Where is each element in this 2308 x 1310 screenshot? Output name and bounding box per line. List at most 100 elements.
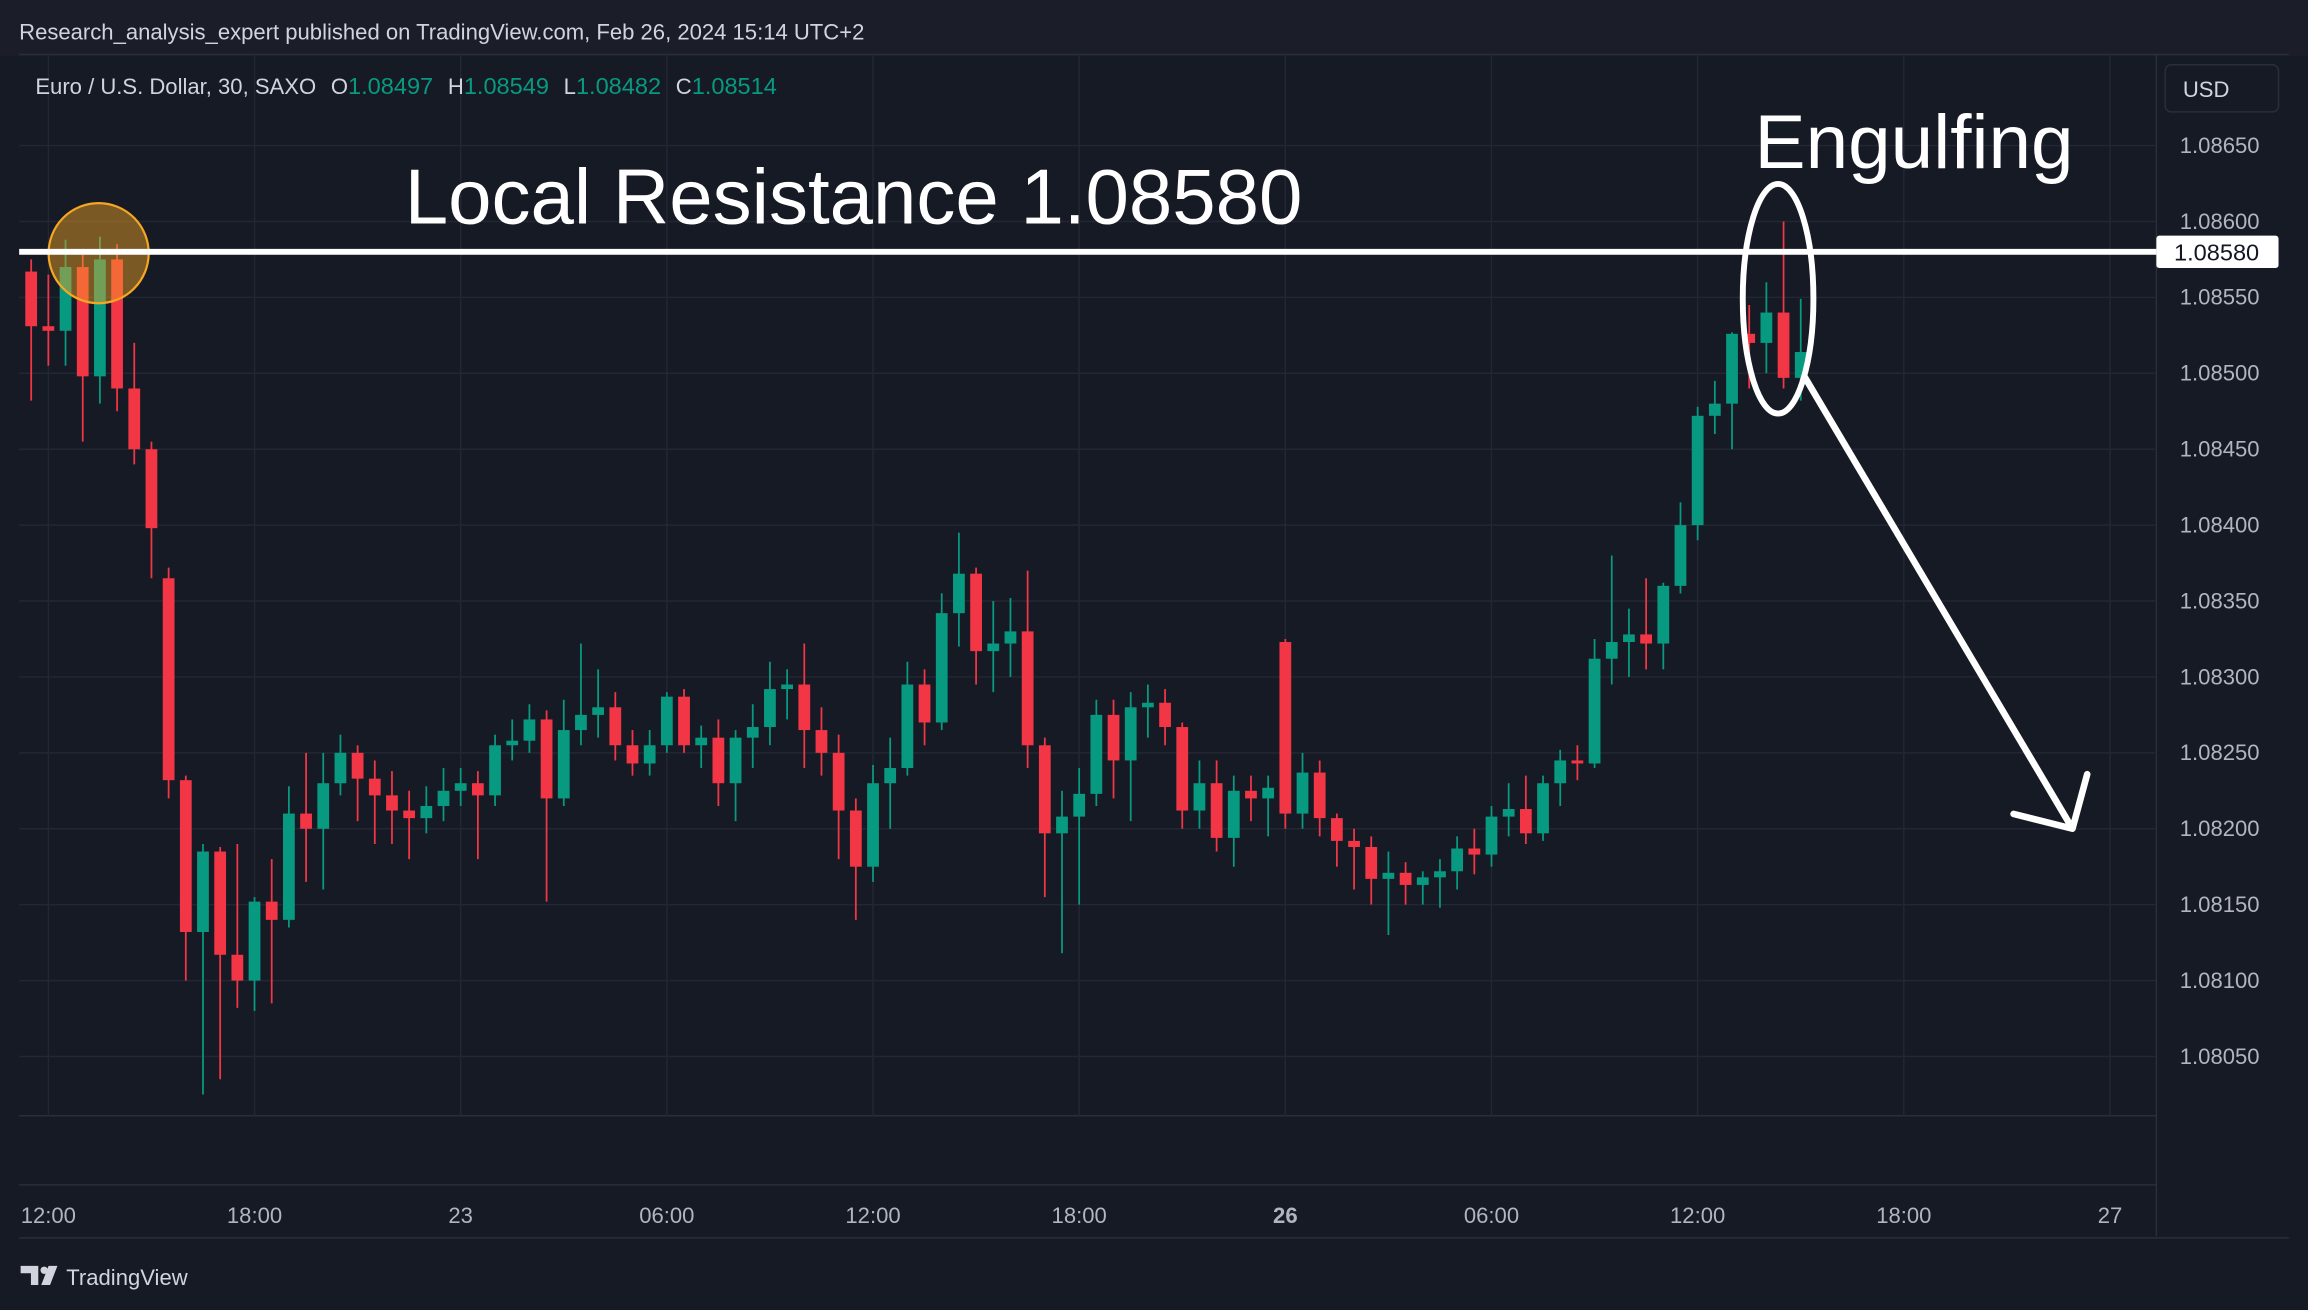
candle-body bbox=[678, 696, 690, 746]
ohlc-value: 1.08482 bbox=[576, 73, 661, 99]
ohlc-value: 1.08514 bbox=[692, 73, 777, 99]
logo bbox=[20, 1265, 58, 1285]
candle-body bbox=[1021, 631, 1034, 746]
y-tick-label: 1.08400 bbox=[2180, 512, 2260, 537]
candle-body bbox=[1159, 702, 1171, 728]
candle-body bbox=[1468, 848, 1481, 855]
candle-body bbox=[1073, 793, 1086, 817]
candle-body bbox=[1537, 783, 1549, 834]
x-tick-label: 12:00 bbox=[845, 1203, 900, 1228]
candle-body bbox=[1485, 816, 1498, 855]
candle-body bbox=[25, 271, 38, 327]
candle-body bbox=[1399, 872, 1412, 885]
y-tick-label: 1.08600 bbox=[2180, 209, 2260, 234]
candle-body bbox=[1674, 525, 1687, 586]
currency-box bbox=[2164, 64, 2280, 113]
candle-body bbox=[1691, 415, 1704, 526]
candle-body bbox=[953, 573, 965, 614]
candle-body bbox=[557, 730, 570, 799]
y-tick-label: 1.08650 bbox=[2180, 133, 2260, 158]
candle-body bbox=[420, 805, 433, 819]
logo-dot bbox=[40, 1266, 48, 1274]
candle-body bbox=[867, 783, 879, 867]
resistance-price-label: 1.08580 bbox=[2174, 240, 2259, 266]
x-tick-label: 23 bbox=[448, 1203, 473, 1228]
candle-body bbox=[368, 778, 381, 796]
candles bbox=[25, 221, 1807, 1095]
candle-body bbox=[214, 851, 227, 955]
candle-body bbox=[660, 696, 673, 746]
candle-body bbox=[1262, 787, 1275, 799]
candle-body bbox=[1004, 631, 1017, 644]
candle-body bbox=[506, 740, 519, 746]
candle-body bbox=[729, 737, 742, 784]
grid bbox=[19, 54, 2157, 1116]
candle-body bbox=[1313, 772, 1326, 819]
engulfing-ellipse bbox=[1739, 181, 1817, 417]
candle-body bbox=[1434, 871, 1446, 878]
candle-body bbox=[1777, 312, 1790, 378]
ohlc-key: H bbox=[448, 74, 464, 99]
candle-body bbox=[317, 783, 330, 829]
candle-body bbox=[489, 745, 501, 796]
candle-body bbox=[231, 954, 244, 981]
candle-body bbox=[1623, 634, 1635, 643]
candle-body bbox=[386, 795, 398, 811]
candle-body bbox=[1279, 642, 1292, 814]
ohlc-value: 1.08497 bbox=[348, 73, 433, 99]
candle-body bbox=[1760, 312, 1773, 343]
candle-body bbox=[1519, 809, 1532, 834]
candle-body bbox=[1554, 760, 1567, 784]
ohlc-key: O bbox=[331, 74, 348, 99]
candle-body bbox=[781, 684, 793, 690]
candle-body bbox=[1227, 790, 1240, 838]
candle-body bbox=[1726, 333, 1738, 404]
candle-body bbox=[884, 768, 897, 784]
candle-body bbox=[1124, 707, 1137, 761]
candle-body bbox=[1640, 634, 1653, 644]
annotation: Engulfing bbox=[1755, 100, 2074, 185]
candle-body bbox=[1365, 846, 1378, 879]
candle-body bbox=[179, 780, 192, 933]
y-tick-label: 1.08100 bbox=[2180, 968, 2260, 993]
candle-body bbox=[351, 752, 364, 779]
candle-body bbox=[540, 719, 553, 799]
candle-body bbox=[128, 388, 141, 450]
candle-body bbox=[471, 783, 484, 796]
x-tick-label: 06:00 bbox=[639, 1203, 694, 1228]
candle-body bbox=[1348, 840, 1360, 847]
candle-body bbox=[1296, 772, 1309, 814]
y-tick-label: 1.08350 bbox=[2180, 588, 2260, 613]
x-tick-label: 18:00 bbox=[1876, 1203, 1931, 1228]
candle-body bbox=[1038, 745, 1051, 834]
candle-body bbox=[918, 684, 931, 723]
x-tick-label: 12:00 bbox=[1670, 1203, 1725, 1228]
y-tick-label: 1.08050 bbox=[2180, 1044, 2260, 1069]
candle-body bbox=[265, 901, 278, 920]
ohlc-key: L bbox=[564, 74, 576, 99]
currency: USD bbox=[2183, 77, 2230, 102]
candle-body bbox=[832, 752, 845, 811]
candle-body bbox=[798, 684, 811, 731]
candle-body bbox=[1588, 658, 1601, 764]
down-arrow bbox=[1801, 373, 2091, 832]
candle-body bbox=[970, 573, 982, 652]
candle-body bbox=[1657, 585, 1670, 644]
candle-body bbox=[987, 643, 1000, 652]
x-tick-label: 18:00 bbox=[227, 1203, 282, 1228]
candle-body bbox=[454, 783, 467, 791]
candle-body bbox=[1571, 760, 1584, 764]
y-tick-label: 1.08150 bbox=[2180, 892, 2260, 917]
candle-body bbox=[197, 851, 209, 933]
y-tick-label: 1.08250 bbox=[2180, 740, 2260, 765]
candle-body bbox=[300, 813, 312, 829]
candle-body bbox=[1210, 783, 1223, 838]
candle-body bbox=[746, 727, 759, 738]
x-tick-label: 18:00 bbox=[1052, 1203, 1107, 1228]
candle-body bbox=[935, 613, 948, 723]
logo-mark bbox=[20, 1265, 58, 1285]
candle-body bbox=[712, 737, 725, 784]
candle-body bbox=[248, 901, 261, 981]
